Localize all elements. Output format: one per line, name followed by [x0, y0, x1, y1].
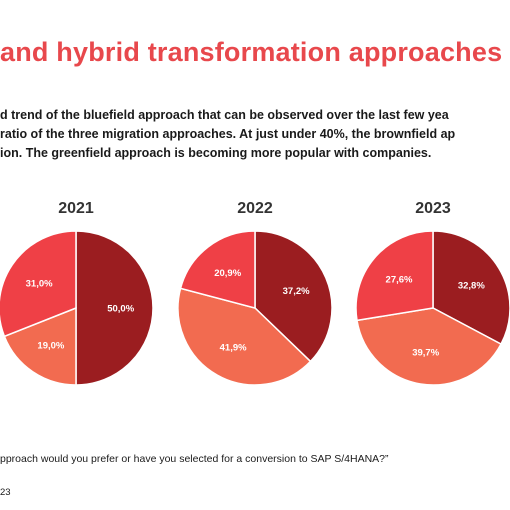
pie-slice-2023-1	[432, 230, 510, 346]
chart-title-2023: 2023	[415, 200, 451, 217]
pie-slice-label-2023-2: 39,7%	[412, 348, 439, 359]
pie-slice-label-2021-2: 19,0%	[37, 340, 64, 351]
body-line-3: ion. The greenfield approach is becoming…	[0, 146, 432, 160]
body-line-2: ratio of the three migration approaches.…	[0, 127, 456, 141]
pie-slice-label-2021-3: 31,0%	[26, 278, 53, 289]
pie-slice-label-2023-3: 27,6%	[386, 275, 413, 286]
pie-slice-2022-3	[179, 230, 256, 309]
pie-chart-2022: 37,2% 41,9% 20,9%	[177, 230, 333, 386]
pie-slice-2022-2	[177, 287, 312, 386]
pie-slice-2021-1	[75, 230, 154, 386]
pie-chart-2023: 32,8% 39,7% 27,6%	[355, 230, 510, 386]
body-text: d trend of the bluefield approach that c…	[0, 106, 510, 163]
chart-title-2021: 2021	[58, 200, 94, 217]
pie-slice-label-2023-1: 32,8%	[458, 281, 485, 292]
source-note: 23	[0, 487, 11, 498]
pie-slice-2021-2	[3, 306, 77, 386]
body-line-1: d trend of the bluefield approach that c…	[0, 108, 449, 122]
pie-slice-2023-2	[356, 307, 503, 386]
pie-chart-2021: 50,0% 19,0% 31,0%	[0, 230, 154, 386]
pie-slice-2022-1	[254, 230, 333, 363]
chart-title-2022: 2022	[237, 200, 273, 217]
pie-slice-label-2022-2: 41,9%	[220, 342, 247, 353]
pie-slice-label-2022-1: 37,2%	[283, 286, 310, 297]
slide-title: and hybrid transformation approaches	[0, 37, 503, 67]
pie-slice-label-2021-1: 50,0%	[107, 304, 134, 315]
pie-slice-2021-3	[0, 230, 77, 338]
pie-slice-2023-3	[355, 230, 434, 322]
pie-slice-label-2022-3: 20,9%	[214, 268, 241, 279]
survey-question-footnote: pproach would you prefer or have you sel…	[0, 453, 389, 465]
